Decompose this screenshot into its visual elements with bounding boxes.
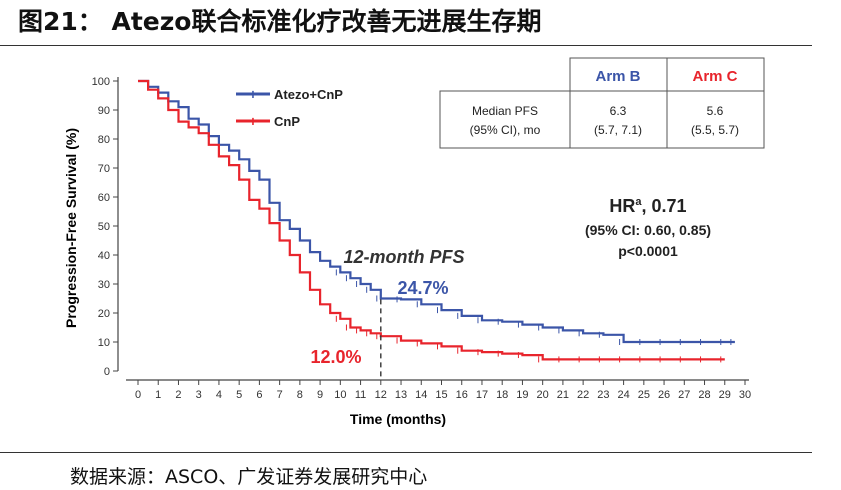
y-tick-label: 20 xyxy=(98,308,110,320)
hr-label: HR xyxy=(609,196,635,216)
x-tick-label: 30 xyxy=(739,389,751,401)
x-tick-label: 23 xyxy=(597,389,609,401)
x-tick-label: 27 xyxy=(678,389,690,401)
x-tick-label: 20 xyxy=(537,389,549,401)
x-tick-label: 15 xyxy=(435,389,447,401)
x-tick-label: 17 xyxy=(476,389,488,401)
hazard-ratio-text: HRa, 0.71 xyxy=(609,196,686,216)
table-arm-c-ci: (5.5, 5.7) xyxy=(691,123,739,137)
hr-value: , 0.71 xyxy=(642,196,687,216)
x-tick-label: 29 xyxy=(719,389,731,401)
y-tick-label: 80 xyxy=(98,134,110,146)
y-tick-label: 0 xyxy=(104,366,110,378)
hazard-ratio-ci: (95% CI: 0.60, 0.85) xyxy=(585,222,711,238)
chart-series xyxy=(138,79,735,363)
x-tick-label: 4 xyxy=(216,389,222,401)
hazard-ratio-block: HRa, 0.71 (95% CI: 0.60, 0.85) p<0.0001 xyxy=(585,196,711,259)
y-tick-label: 50 xyxy=(98,221,110,233)
y-tick-label: 90 xyxy=(98,105,110,117)
x-tick-label: 25 xyxy=(638,389,650,401)
x-tick-label: 21 xyxy=(557,389,569,401)
legend-atezo-marker: + xyxy=(249,86,257,102)
table-body-b-cell xyxy=(569,90,668,149)
x-tick-label: 7 xyxy=(277,389,283,401)
source-note: 数据来源：ASCO、广发证券发展研究中心 xyxy=(70,466,428,488)
legend-cnp-label: CnP xyxy=(274,114,300,129)
y-tick-label: 40 xyxy=(98,250,110,262)
x-tick-label: 5 xyxy=(236,389,242,401)
chart-axes xyxy=(117,77,749,381)
milestone-label: 12-month PFS xyxy=(343,247,464,267)
x-tick-label: 3 xyxy=(196,389,202,401)
cnp-curve xyxy=(138,79,725,361)
x-axis-label: Time (months) xyxy=(350,411,446,427)
x-tick-label: 1 xyxy=(155,389,161,401)
table-header-arm-c: Arm C xyxy=(692,68,737,85)
x-tick-label: 16 xyxy=(456,389,468,401)
y-tick-label: 60 xyxy=(98,192,110,204)
y-tick-label: 30 xyxy=(98,279,110,291)
x-tick-label: 8 xyxy=(297,389,303,401)
x-tick-label: 9 xyxy=(317,389,323,401)
legend: + Atezo+CnP + CnP xyxy=(236,86,343,129)
x-tick-label: 2 xyxy=(175,389,181,401)
atezo-cnp-curve xyxy=(138,79,735,344)
y-axis-label: Progression-Free Survival (%) xyxy=(63,128,79,328)
figure-title: 图21： Atezo联合标准化疗改善无进展生存期 xyxy=(18,7,542,36)
median-pfs-table: Arm B Arm C Median PFS (95% CI), mo 6.3 … xyxy=(439,57,765,149)
y-tick-label: 100 xyxy=(92,76,110,88)
y-tick-label: 10 xyxy=(98,337,110,349)
atezo-value-label: 24.7% xyxy=(397,278,448,298)
y-tick-label: 70 xyxy=(98,163,110,175)
table-row-label-2: (95% CI), mo xyxy=(470,123,541,137)
table-body-c-cell xyxy=(666,90,765,149)
bottom-rule xyxy=(0,452,812,453)
x-tick-label: 10 xyxy=(334,389,346,401)
hr-superscript: a xyxy=(635,196,642,208)
legend-atezo-label: Atezo+CnP xyxy=(274,87,343,102)
x-tick-label: 14 xyxy=(415,389,427,401)
table-arm-b-median: 6.3 xyxy=(610,104,627,118)
table-body-label-cell xyxy=(439,90,571,149)
table-row-label-1: Median PFS xyxy=(472,104,538,118)
x-tick-label: 13 xyxy=(395,389,407,401)
cnp-value-label: 12.0% xyxy=(310,347,361,367)
table-arm-c-median: 5.6 xyxy=(707,104,724,118)
table-header-arm-b: Arm B xyxy=(595,68,640,85)
legend-cnp-marker: + xyxy=(249,113,257,129)
table-arm-b-ci: (5.7, 7.1) xyxy=(594,123,642,137)
x-tick-label: 6 xyxy=(256,389,262,401)
table-header-b-cell xyxy=(569,57,668,92)
top-rule xyxy=(0,45,812,46)
x-tick-label: 18 xyxy=(496,389,508,401)
x-tick-label: 22 xyxy=(577,389,589,401)
x-tick-label: 28 xyxy=(698,389,710,401)
x-tick-label: 19 xyxy=(516,389,528,401)
x-tick-label: 12 xyxy=(375,389,387,401)
x-tick-label: 26 xyxy=(658,389,670,401)
x-tick-label: 24 xyxy=(617,389,629,401)
x-tick-label: 11 xyxy=(355,389,366,401)
x-tick-label: 0 xyxy=(135,389,141,401)
p-value: p<0.0001 xyxy=(618,243,678,259)
